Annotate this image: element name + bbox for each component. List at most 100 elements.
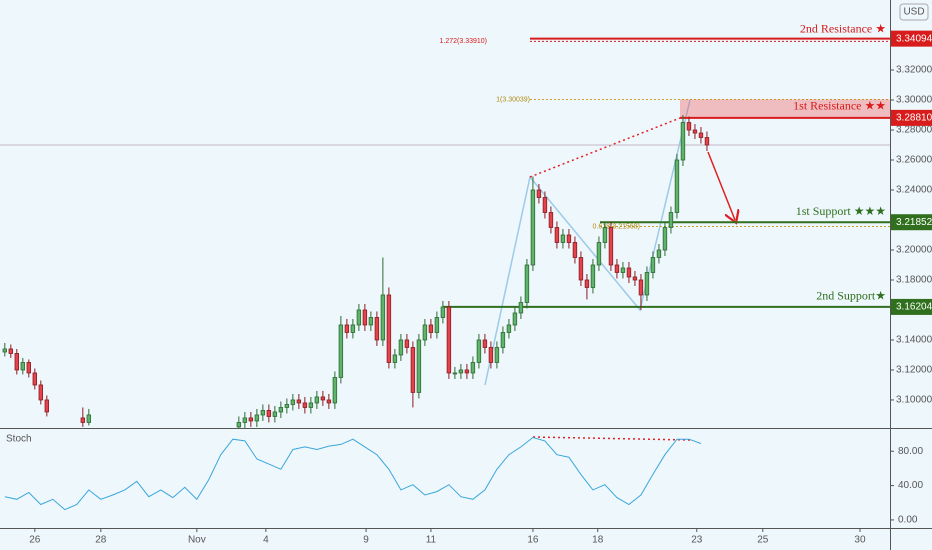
y-tick-label: 3.12000 [896,365,932,376]
y-tick-label: 3.32000 [896,65,932,76]
candle-body [398,339,404,356]
candle-body [566,234,572,243]
level-price-box [891,109,932,126]
x-tick-label: 9 [363,535,369,546]
candle-body [668,212,674,228]
level-price-label: 3.34094 [896,33,932,44]
candle-body [242,417,248,423]
candle-body [272,411,278,417]
pattern-line [484,99,691,386]
y-tick-label: 3.20000 [896,245,932,256]
y2-tick-label: 0.00 [898,515,918,526]
candle-body [590,264,596,288]
candle-body [500,332,506,348]
indicator-line [4,436,702,511]
candle-body [2,348,8,353]
fib-label: 1(3.30039) [496,96,530,103]
level-price-label: 3.16204 [896,302,932,313]
candle-body [518,302,524,314]
candle-body [422,324,428,341]
x-tick-label: Nov [188,535,206,546]
candle-body [680,122,686,161]
stoch-pane [4,436,702,511]
indicator-label: Stoch [6,434,32,445]
candle-body [554,227,560,243]
candle-body [80,417,86,423]
candle-body [482,339,488,348]
candle-body [14,353,20,371]
candle-body [338,324,344,378]
candle-body [452,372,458,375]
level-name: 2nd Support★ [816,289,886,303]
candle-body [254,414,260,422]
level-price-box [891,214,932,231]
candle-body [344,324,350,333]
candle-body [404,339,410,348]
candle-body [248,417,254,422]
candle-body [356,309,362,326]
level-name: 1st Resistance ★★ [793,99,886,113]
candle-body [596,242,602,266]
candle-body [38,384,44,401]
y-tick-label: 3.10000 [896,395,932,406]
candle-body [584,279,590,288]
fib-label: 0.618(3.21568) [593,223,640,230]
candle-body [440,306,446,318]
candle-body [626,267,632,278]
candle-body [308,402,314,408]
candle-body [86,414,92,423]
y-tick-label: 3.18000 [896,275,932,286]
divergence-line [532,436,691,441]
candle-body [464,369,470,374]
candle-body [458,369,464,374]
candle-body [704,137,710,146]
candle-body [638,279,644,296]
x-tick-label: 4 [263,535,269,546]
y-tick-label: 3.24000 [896,185,932,196]
candle-body [470,362,476,374]
x-tick-label: 25 [757,535,769,546]
trend-line [529,117,681,178]
x-tick-label: 26 [29,535,41,546]
candle-body [236,422,242,428]
level-name: 1st Support ★★★ [796,204,886,218]
candle-body [368,317,374,326]
candle-body [290,399,296,405]
fib-label: 1.272(3.33910) [440,38,487,45]
candle-body [380,294,386,341]
currency: USD [903,7,924,18]
drawings: 1.272(3.33910) 1(3.30039) 0.618(3.21568) 2n… [0,21,890,386]
overlay: 3.100003.120003.140003.160003.180003.200… [29,30,932,546]
candles [2,115,710,428]
candle-body [266,410,272,417]
candle-body [536,189,542,198]
level-price-label: 3.28810 [896,113,932,124]
level-name: 2nd Resistance ★ [800,21,886,35]
candle-body [632,276,638,281]
candle-body [548,212,554,228]
candle-body [302,402,308,408]
y-tick-label: 3.28000 [896,125,932,136]
level-price-box [891,298,932,315]
candle-body [314,396,320,404]
candle-body [578,257,584,281]
candle-body [332,377,338,404]
candle-body [572,242,578,258]
candle-body [446,306,452,374]
candle-body [608,227,614,266]
candle-body [374,317,380,341]
candle-body [644,272,650,296]
candle-body [284,404,290,408]
candle-body [620,267,626,273]
x-tick-label: 11 [426,535,437,546]
candle-body [650,257,656,273]
candle-body [674,159,680,213]
candle-body [410,347,416,393]
x-tick-label: 16 [527,535,539,546]
x-tick-label: 28 [95,535,107,546]
x-tick-label: 18 [592,535,604,546]
candle-body [350,324,356,333]
candle-body [488,347,494,363]
